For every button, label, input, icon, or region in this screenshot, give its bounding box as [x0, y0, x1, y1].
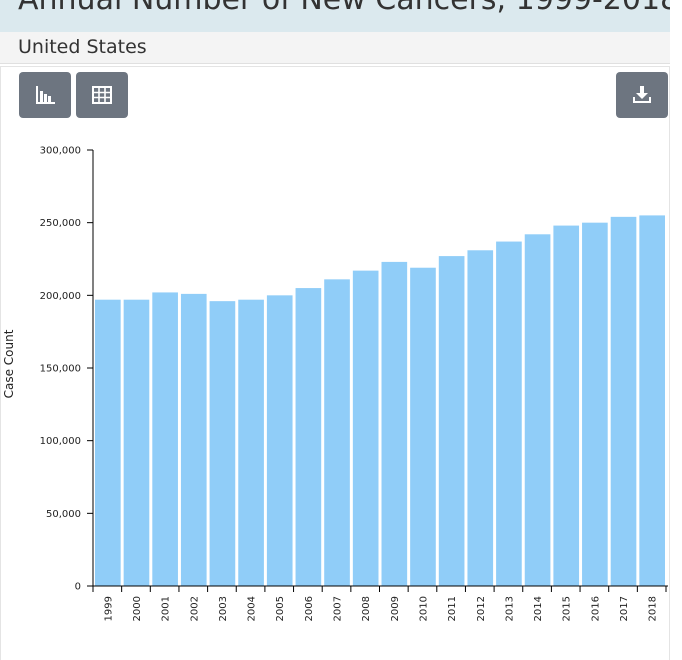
download-button[interactable] — [616, 72, 668, 118]
bar — [610, 216, 637, 586]
bar — [639, 215, 665, 586]
bar — [152, 292, 178, 586]
x-tick-label: 2014 — [533, 596, 544, 621]
location-header: United States — [0, 32, 670, 64]
bar — [238, 299, 264, 586]
x-tick-label: 2009 — [390, 596, 401, 621]
bar — [582, 222, 608, 586]
location-label: United States — [18, 36, 147, 58]
bar — [524, 234, 551, 586]
x-tick-label: 2007 — [333, 596, 344, 621]
x-tick-label: 2002 — [189, 596, 200, 621]
table-grid-icon — [92, 86, 112, 104]
x-tick-label: 2003 — [218, 596, 229, 621]
x-tick-label: 2018 — [648, 596, 659, 621]
bar — [209, 301, 236, 586]
x-tick-label: 2001 — [161, 596, 172, 621]
x-tick-label: 2013 — [504, 596, 515, 621]
bar-chart-icon — [36, 86, 55, 104]
y-axis-title: Case Count — [2, 329, 16, 398]
x-tick-label: 2005 — [275, 596, 286, 621]
x-tick-label: 2017 — [619, 596, 630, 621]
bar — [381, 261, 408, 586]
bar — [266, 295, 293, 586]
bar — [553, 225, 580, 586]
title-bar: Annual Number of New Cancers, 1999-2018 — [0, 0, 670, 32]
y-tick-label: 300,000 — [40, 146, 81, 157]
x-tick-label: 1999 — [103, 596, 114, 621]
bar — [496, 241, 522, 586]
download-icon — [633, 86, 651, 103]
page-title: Annual Number of New Cancers, 1999-2018 — [18, 0, 670, 17]
x-tick-label: 2010 — [418, 596, 429, 621]
bar — [180, 293, 207, 586]
bar — [467, 250, 494, 586]
bar — [324, 279, 350, 586]
bar — [352, 270, 379, 586]
bar — [410, 267, 436, 586]
x-tick-label: 2011 — [447, 596, 458, 621]
y-tick-label: 50,000 — [46, 509, 81, 520]
chart-panel — [0, 66, 670, 660]
x-tick-label: 2000 — [132, 596, 143, 621]
x-tick-label: 2016 — [590, 596, 601, 621]
y-tick-label: 100,000 — [40, 436, 81, 447]
y-tick-label: 250,000 — [40, 218, 81, 229]
y-tick-label: 150,000 — [40, 364, 81, 375]
x-tick-label: 2015 — [562, 596, 573, 621]
x-tick-label: 2006 — [304, 596, 315, 621]
bar — [95, 299, 121, 586]
y-tick-label: 200,000 — [40, 291, 81, 302]
bar — [123, 299, 150, 586]
bar-chart: 0 50,000 100,000 150,000 200,000 250,000 300,0… — [2, 146, 668, 621]
bar — [295, 288, 322, 586]
chart-view-button[interactable] — [19, 72, 71, 118]
y-tick-label: 0 — [75, 582, 81, 593]
x-tick-label: 2008 — [361, 596, 372, 621]
x-tick-label: 2004 — [247, 596, 258, 621]
bar — [438, 256, 465, 586]
x-tick-label: 2012 — [476, 596, 487, 621]
table-view-button[interactable] — [76, 72, 128, 118]
